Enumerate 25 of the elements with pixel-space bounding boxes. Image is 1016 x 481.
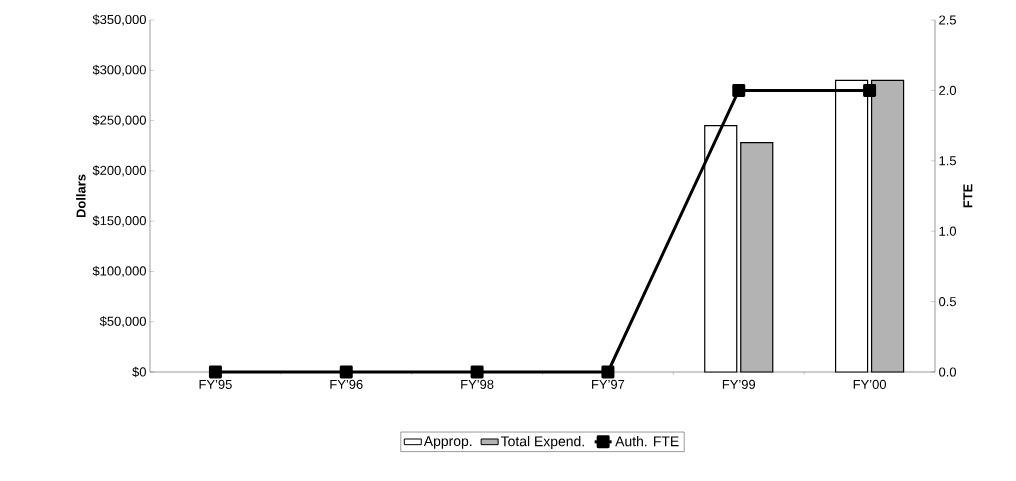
x-tick-label: FY’00 [853,379,886,389]
y-tick-label: $200,000 [92,165,146,177]
y2-tick-label: 0.5 [939,297,956,307]
x-tick-label: FY’95 [199,379,232,389]
y2-tick-label: 1.0 [939,226,957,236]
y2-axis-title: FTE [963,184,973,208]
x-tick-label: FY’98 [461,379,494,389]
legend-label: Total Expend. [500,436,584,450]
y-tick-label: $350,000 [92,14,146,26]
y2-tick-label: 0.0 [939,367,957,377]
x-tick-label: FY’99 [722,379,756,389]
y-tick-label: $150,000 [92,215,146,227]
y2-tick-label: 2.0 [939,85,957,95]
y-tick-label: $50,000 [99,316,146,328]
y2-tick-label: 1.5 [939,156,956,166]
x-tick-label: FY’96 [330,379,363,389]
legend-label: Auth. FTE [615,436,679,447]
x-tick-label: FY’97 [592,379,625,389]
y-tick-label: $0 [132,366,146,378]
y-axis-title: Dollars [76,174,86,218]
y-tick-label: $300,000 [92,64,146,76]
y2-tick-label: 2.5 [939,15,956,25]
y-tick-label: $250,000 [92,114,146,127]
legend-label: Approp. [423,436,472,449]
y-tick-label: $100,000 [92,265,146,278]
